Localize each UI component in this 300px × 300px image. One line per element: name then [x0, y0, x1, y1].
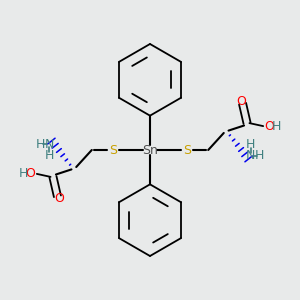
Text: O: O: [265, 120, 275, 133]
Text: Sn: Sn: [142, 143, 158, 157]
Text: S: S: [109, 143, 117, 157]
Text: S: S: [183, 143, 191, 157]
Text: H: H: [272, 120, 281, 133]
Text: H: H: [44, 149, 54, 162]
Text: H: H: [19, 167, 28, 180]
Text: N: N: [44, 137, 54, 151]
Text: H: H: [246, 138, 256, 151]
Text: N: N: [246, 149, 256, 163]
Text: O: O: [26, 167, 35, 180]
Text: H: H: [255, 149, 265, 163]
Text: O: O: [54, 192, 64, 205]
Text: H: H: [35, 137, 45, 151]
Text: O: O: [236, 95, 246, 108]
